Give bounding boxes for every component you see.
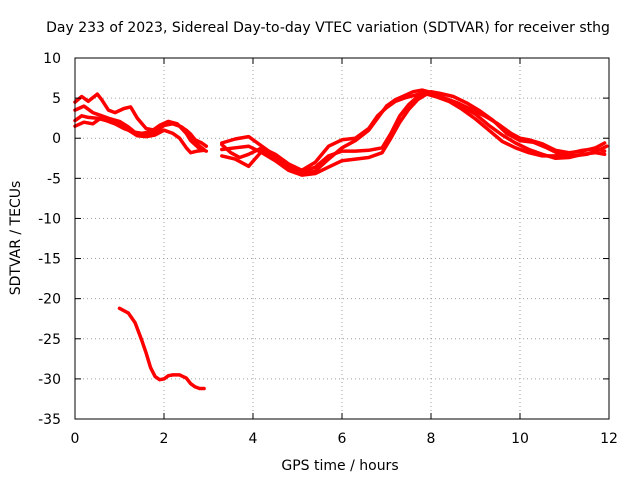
x-tick-label: 12 <box>600 431 618 447</box>
x-tick-label: 0 <box>71 431 80 447</box>
y-tick-label: -15 <box>38 252 61 268</box>
series-line-arc-6 <box>220 92 607 177</box>
series-line-arc-3 <box>73 114 209 153</box>
y-axis-label: SDTVAR / TECUs <box>8 181 24 296</box>
y-tick-label: -20 <box>38 292 61 308</box>
y-tick-label: -10 <box>38 211 61 227</box>
series-line-arc-4 <box>73 115 206 155</box>
x-axis-label: GPS time / hours <box>281 458 398 474</box>
y-tick-label: 10 <box>43 51 61 67</box>
axis-ticks <box>74 57 610 420</box>
y-tick-label: 0 <box>52 131 61 147</box>
x-tick-label: 4 <box>249 431 258 447</box>
y-tick-label: -25 <box>38 332 61 348</box>
series-layer <box>73 88 609 391</box>
x-tick-label: 8 <box>427 431 436 447</box>
x-tick-label: 6 <box>338 431 347 447</box>
y-tick-label: 5 <box>52 91 61 107</box>
x-axis-tick-labels: 0 2 4 6 8 10 12 <box>71 431 618 447</box>
x-tick-label: 10 <box>511 431 529 447</box>
y-axis-tick-labels: -35 -30 -25 -20 -15 -10 -5 0 5 10 <box>38 51 61 428</box>
chart-title: Day 233 of 2023, Sidereal Day-to-day VTE… <box>46 20 610 36</box>
series-line-arc-8 <box>220 89 609 173</box>
series-line-arc-9 <box>117 306 206 391</box>
x-tick-label: 2 <box>160 431 169 447</box>
y-tick-label: -35 <box>38 412 61 428</box>
y-tick-label: -5 <box>47 171 61 187</box>
y-tick-label: -30 <box>38 372 61 388</box>
